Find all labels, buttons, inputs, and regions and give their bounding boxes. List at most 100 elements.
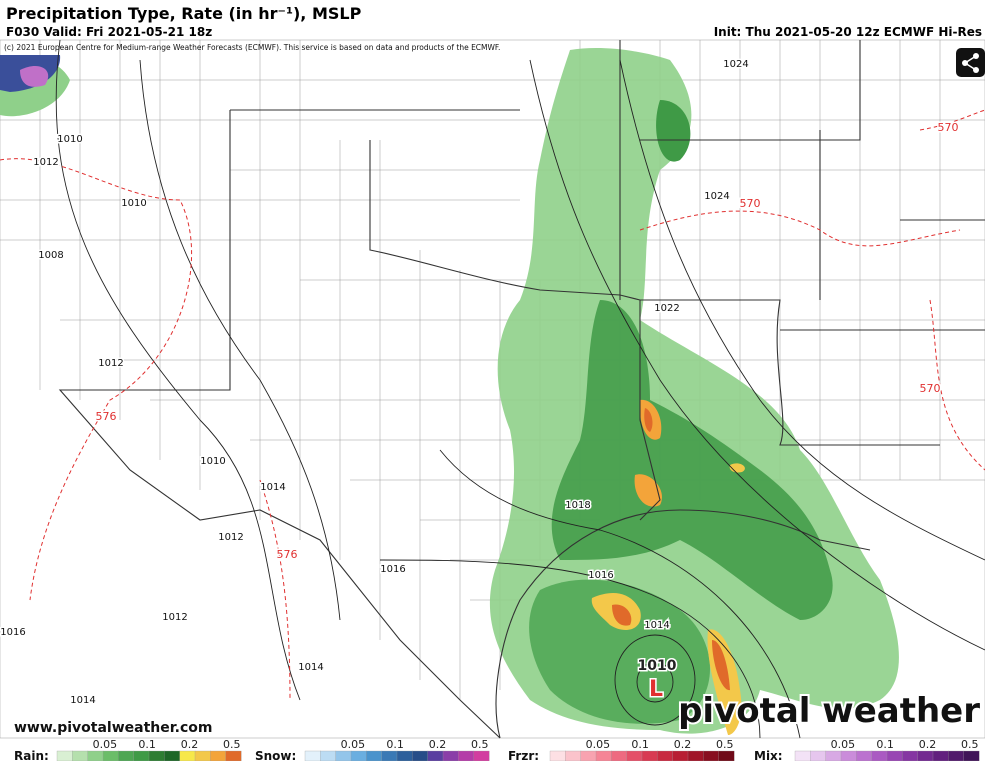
legend-tick: 0.1 [138, 738, 156, 751]
color-swatch [396, 750, 413, 761]
legend-tick: 0.05 [586, 738, 611, 751]
color-swatch [595, 750, 612, 761]
legend-tick: 0.5 [471, 738, 489, 751]
color-swatch [794, 750, 811, 761]
color-swatch [164, 750, 181, 761]
legend-tick: 0.5 [961, 738, 979, 751]
color-swatch [366, 750, 383, 761]
contour-label: 1024 [723, 59, 748, 70]
contour-label: 1012 [218, 532, 243, 543]
init-time: Init: Thu 2021-05-20 12z ECMWF Hi-Res [714, 25, 982, 39]
color-swatch [825, 750, 842, 761]
contour-label: 1012 [162, 612, 187, 623]
color-swatch [133, 750, 150, 761]
contour-label: 1010 [121, 198, 146, 209]
map: 1024 570 1024 570 1010 1012 1010 1008 10… [0, 39, 985, 739]
contour-label: 1010 [200, 456, 225, 467]
color-swatch [350, 750, 367, 761]
legend: Rain: 0.05 0.1 0.2 0.5 Snow: 0.05 0.1 0.2 0.5 Frzr… [14, 738, 980, 761]
contour-label: 1018 [565, 500, 590, 511]
color-swatch [963, 750, 980, 761]
color-swatch [687, 750, 704, 761]
color-swatch [871, 750, 888, 761]
website: www.pivotalweather.com [14, 720, 213, 736]
color-swatch [902, 750, 919, 761]
contour-label: 1012 [33, 157, 58, 168]
valid-time: F030 Valid: Fri 2021-05-21 18z [6, 25, 212, 39]
legend-label: Mix: [754, 749, 783, 761]
precipitation [0, 48, 899, 735]
legend-tick: 0.2 [919, 738, 937, 751]
legend-tick: 0.1 [386, 738, 404, 751]
contour-label: 1024 [704, 191, 729, 202]
color-swatch [412, 750, 429, 761]
color-swatch [549, 750, 566, 761]
color-swatch [641, 750, 658, 761]
color-swatch [917, 750, 934, 761]
color-swatch [611, 750, 628, 761]
contour-label: 1014 [298, 662, 323, 673]
color-swatch [210, 750, 227, 761]
contour-label: 1016 [0, 627, 25, 638]
legend-tick: 0.05 [831, 738, 856, 751]
contour-label: 1016 [588, 570, 613, 581]
contour-label: 1012 [98, 358, 123, 369]
contour-label: 1010 [57, 134, 82, 145]
color-swatch [179, 750, 196, 761]
low-pressure-marker: L [649, 677, 663, 702]
color-swatch [473, 750, 490, 761]
color-swatch [856, 750, 873, 761]
color-swatch [56, 750, 73, 761]
legend-tick: 0.2 [674, 738, 692, 751]
contour-label: 1014 [260, 482, 285, 493]
legend-label: Rain: [14, 749, 49, 761]
color-swatch [886, 750, 903, 761]
color-swatch [565, 750, 582, 761]
legend-tick: 0.2 [181, 738, 199, 751]
legend-tick: 0.1 [631, 738, 649, 751]
color-swatch [810, 750, 827, 761]
color-swatch [948, 750, 965, 761]
color-swatch [335, 750, 352, 761]
color-swatch [458, 750, 475, 761]
color-swatch [932, 750, 949, 761]
contour-label: 570 [920, 382, 941, 395]
color-swatch [118, 750, 135, 761]
legend-tick: 0.05 [93, 738, 118, 751]
contour-label: 1014 [70, 695, 95, 706]
legend-label: Frzr: [508, 749, 539, 761]
logo: pivotal weather [678, 691, 980, 731]
color-swatch [840, 750, 857, 761]
contour-label: 576 [96, 410, 117, 423]
contour-label: 1022 [654, 303, 679, 314]
legend-label: Snow: [255, 749, 296, 761]
contour-label: 576 [277, 548, 298, 561]
color-swatch [72, 750, 89, 761]
contour-label: 570 [938, 121, 959, 134]
color-swatch [304, 750, 321, 761]
contour-label: 1014 [644, 620, 669, 631]
map-title: Precipitation Type, Rate (in hr⁻¹), MSLP [6, 4, 362, 23]
contour-label: 570 [740, 197, 761, 210]
color-swatch [626, 750, 643, 761]
low-pressure-value: 1010 [638, 658, 677, 674]
legend-tick: 0.5 [223, 738, 241, 751]
color-swatch [657, 750, 674, 761]
contour-label: 1008 [38, 250, 63, 261]
color-swatch [580, 750, 597, 761]
color-swatch [703, 750, 720, 761]
legend-tick: 0.05 [341, 738, 366, 751]
color-swatch [381, 750, 398, 761]
isobars [0, 39, 985, 739]
share-button[interactable] [956, 48, 985, 77]
color-swatch [442, 750, 459, 761]
color-swatch [672, 750, 689, 761]
legend-tick: 0.5 [716, 738, 734, 751]
color-swatch [87, 750, 104, 761]
color-swatch [148, 750, 165, 761]
contour-label: 1016 [380, 564, 405, 575]
copyright: (c) 2021 European Centre for Medium-rang… [4, 43, 500, 52]
color-swatch [102, 750, 119, 761]
contour-labels: 1024 570 1024 570 1010 1012 1010 1008 10… [0, 58, 960, 708]
